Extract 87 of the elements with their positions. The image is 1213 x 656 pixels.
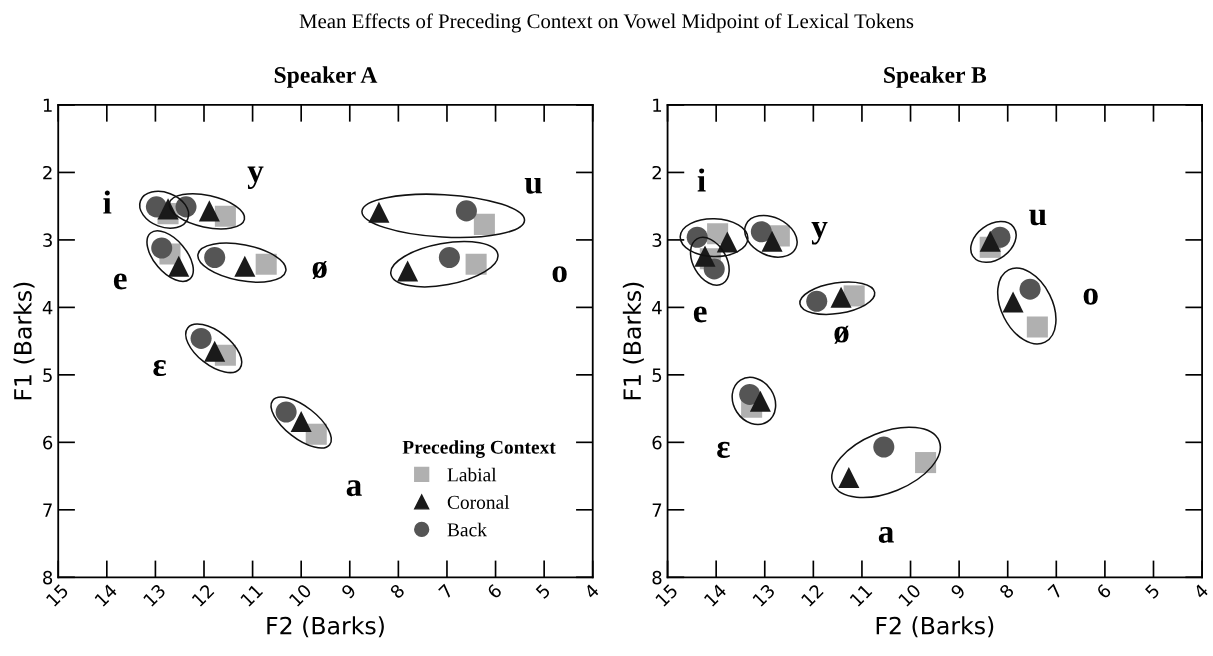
x-tick-label: 14 (703, 583, 728, 607)
y-tick-label: 7 (43, 503, 52, 517)
x-tick-label: 13 (142, 583, 167, 607)
x-tick-label: 4 (583, 583, 600, 600)
y-tick-label: 6 (652, 435, 662, 450)
y-tick-label: 6 (43, 435, 53, 450)
x-tick-label: 4 (1192, 583, 1209, 600)
y-tick-label: 1 (43, 98, 52, 112)
x-tick-label: 11 (849, 583, 873, 607)
y-tick-label: 2 (43, 165, 52, 180)
x-tick-label: 11 (240, 583, 264, 607)
annotation: o (1083, 288, 1098, 305)
chart-title: Speaker A (274, 66, 378, 88)
point (255, 253, 277, 275)
x-tick-label: 6 (1095, 583, 1112, 600)
legend-label: Labial (447, 467, 497, 482)
point (465, 253, 487, 275)
point (204, 246, 226, 268)
point (305, 423, 327, 445)
annotation: o (552, 266, 567, 283)
annotation: a (878, 526, 894, 543)
annotation: ε (153, 360, 166, 377)
x-tick-label: 8 (389, 583, 406, 600)
y-axis-title: F1 (Barks) (622, 282, 644, 400)
annotation: e (113, 273, 127, 290)
point (368, 201, 390, 223)
x-tick-label: 10 (897, 583, 922, 607)
legend-label: Coronal (447, 495, 510, 509)
x-tick-label: 7 (438, 583, 454, 599)
y-axis-title: F1 (Barks) (13, 282, 35, 400)
x-tick-label: 12 (191, 583, 215, 607)
annotation: u (1029, 209, 1047, 226)
y-tick-label: 4 (42, 301, 53, 315)
point (838, 466, 860, 488)
x-tick-label: 7 (1047, 583, 1063, 599)
point (438, 246, 460, 268)
legend-label: Back (447, 522, 487, 537)
y-tick-label: 8 (43, 570, 53, 585)
y-tick-label: 4 (652, 301, 662, 315)
x-tick-label: 12 (800, 583, 824, 607)
point (873, 436, 895, 458)
x-tick-label: 8 (998, 583, 1015, 600)
x-tick-label: 5 (535, 583, 551, 600)
point (473, 213, 495, 235)
x-tick-label: 13 (752, 583, 776, 607)
x-tick-label: 15 (45, 583, 69, 607)
y-tick-label: 5 (43, 368, 52, 382)
y-tick-label: 7 (652, 503, 662, 517)
x-axis-title: F2 (Barks) (267, 616, 384, 638)
x-tick-label: 9 (340, 583, 357, 600)
legend-title: Preceding Context (402, 440, 556, 458)
x-tick-label: 9 (949, 583, 966, 600)
x-tick-label: 5 (1144, 583, 1161, 600)
y-tick-label: 8 (652, 570, 662, 585)
y-tick-label: 2 (652, 165, 661, 180)
annotation: a (346, 480, 362, 497)
point (1019, 278, 1041, 300)
annotation: ø (312, 260, 327, 279)
point (214, 205, 236, 227)
y-tick-label: 3 (652, 233, 662, 248)
point (1026, 316, 1048, 338)
y-tick-label: 5 (652, 368, 662, 382)
y-tick-label: 1 (653, 98, 662, 112)
annotation: y (811, 221, 828, 245)
point (190, 327, 212, 349)
x-tick-label: 6 (486, 583, 503, 600)
x-tick-label: 15 (655, 583, 679, 607)
y-tick-label: 3 (43, 233, 52, 248)
annotation: i (697, 168, 706, 192)
point (455, 200, 477, 222)
point (275, 401, 297, 423)
x-tick-label: 10 (288, 583, 313, 607)
point (1002, 291, 1024, 313)
text: Mean Effects of Preceding Context on Vowel Midpoint of Lexical Tokens (299, 13, 914, 33)
point (234, 255, 256, 277)
annotation: e (693, 306, 707, 323)
chart-title: Speaker B (884, 66, 987, 88)
point (915, 452, 937, 474)
x-axis-title: F2 (Barks) (876, 616, 994, 638)
annotation: u (524, 178, 542, 194)
annotation: y (247, 166, 264, 189)
annotation: i (103, 190, 112, 214)
x-tick-label: 14 (94, 583, 118, 607)
annotation: ø (834, 325, 849, 344)
point (806, 290, 828, 312)
annotation: ε (717, 441, 730, 458)
point (397, 260, 419, 282)
